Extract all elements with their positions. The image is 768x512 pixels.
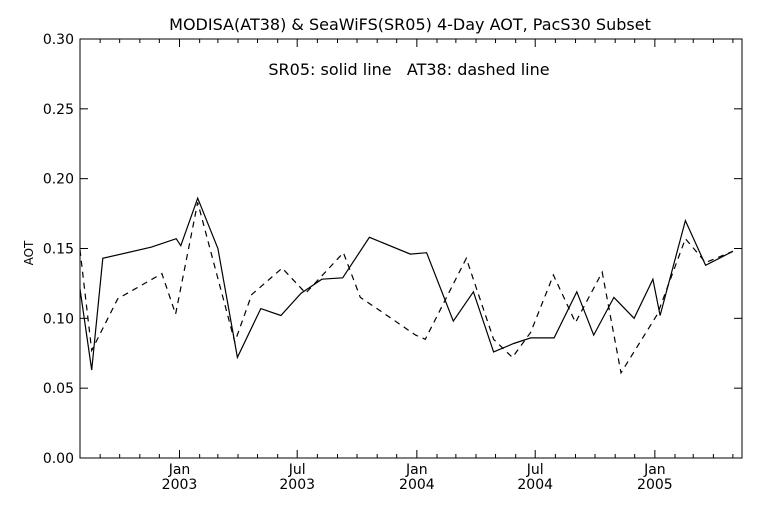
y-tick-label: 0.20 [43, 172, 74, 188]
x-tick-month: Jul [526, 462, 544, 478]
y-tick-label: 0.10 [43, 311, 74, 327]
plot-frame [79, 38, 743, 459]
chart-title: MODISA(AT38) & SeaWiFS(SR05) 4-Day AOT, … [169, 15, 651, 34]
y-tick-label: 0.00 [43, 451, 74, 467]
y-axis: 0.00 0.05 0.10 0.15 0.20 0.25 0.30 [43, 32, 742, 467]
x-tick-year: 2004 [517, 477, 553, 493]
series-line-sr05 [79, 196, 734, 371]
x-tick-month: Jan [643, 462, 666, 478]
y-tick-label: 0.15 [43, 242, 74, 258]
series-line-at38 [79, 202, 734, 375]
x-tick-month: Jul [288, 462, 306, 478]
x-tick-month: Jan [405, 462, 428, 478]
y-axis-label: AOT [22, 240, 36, 265]
x-tick-month: Jan [168, 462, 191, 478]
x-tick-year: 2003 [279, 477, 315, 493]
y-tick-label: 0.25 [43, 102, 74, 118]
series-lines [79, 196, 734, 375]
y-tick-label: 0.30 [43, 32, 74, 48]
x-tick-year: 2005 [637, 477, 673, 493]
legend-annotation: SR05: solid line AT38: dashed line [268, 60, 549, 79]
y-tick-label: 0.05 [43, 381, 74, 397]
x-tick-year: 2003 [162, 477, 198, 493]
x-tick-year: 2004 [399, 477, 435, 493]
